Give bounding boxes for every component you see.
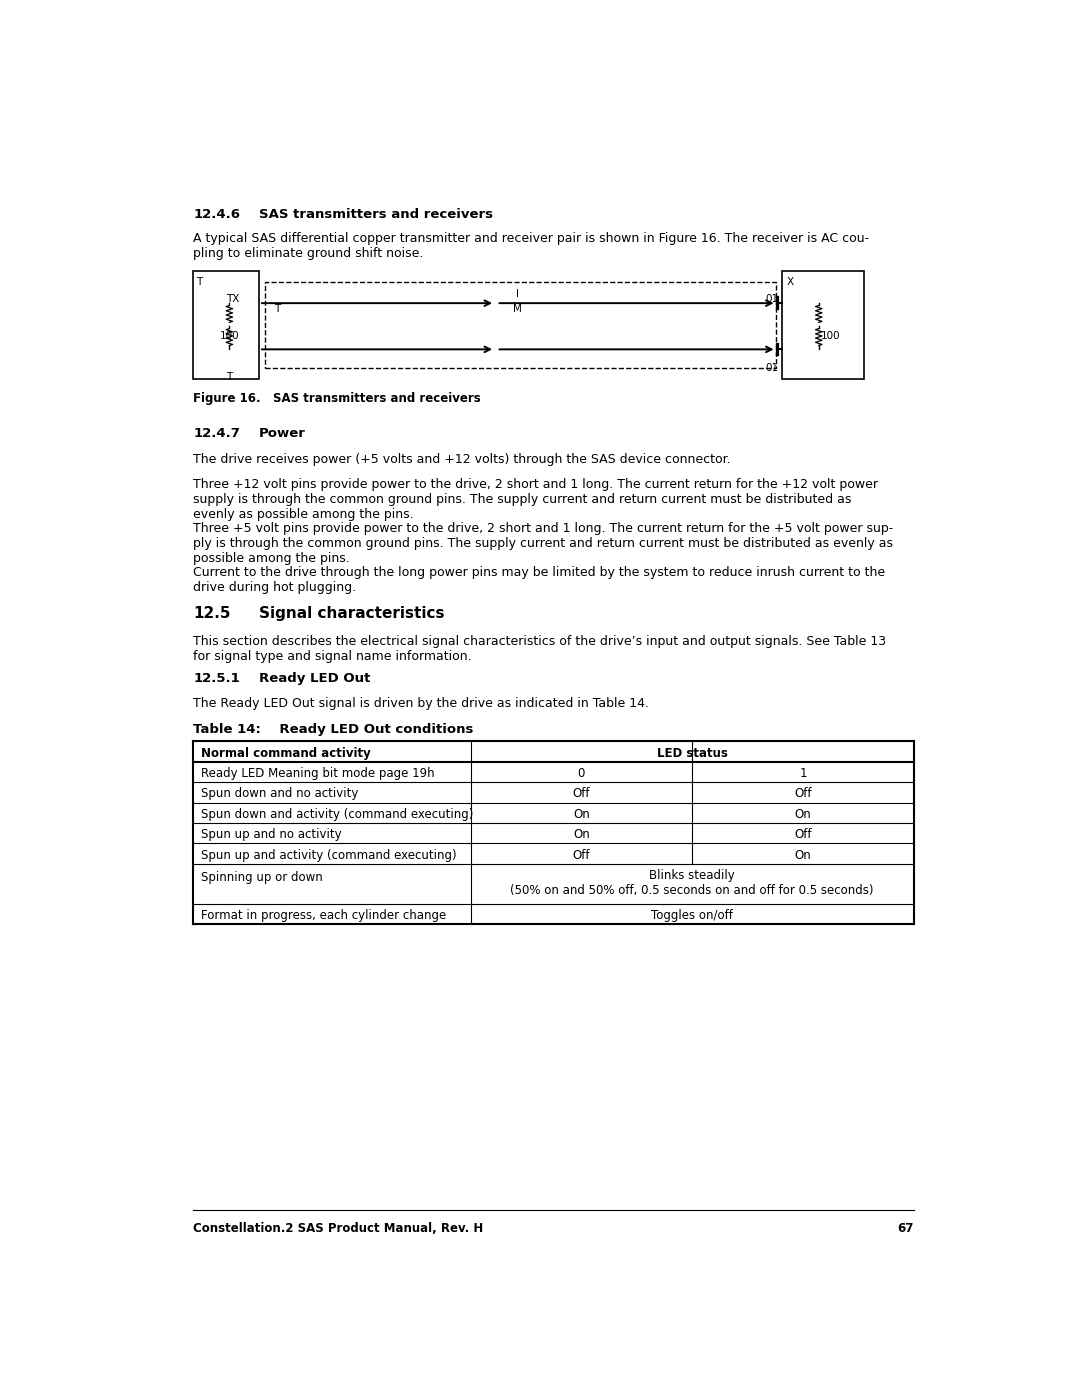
Bar: [193, 271, 259, 379]
Text: 01: 01: [765, 293, 779, 305]
Text: Power: Power: [259, 427, 306, 440]
Text: On: On: [795, 849, 811, 862]
Text: Off: Off: [794, 788, 812, 800]
Text: The Ready LED Out signal is driven by the drive as indicated in Table 14.: The Ready LED Out signal is driven by th…: [193, 697, 649, 711]
Text: LED status: LED status: [657, 746, 728, 760]
Text: (50% on and 50% off, 0.5 seconds on and off for 0.5 seconds): (50% on and 50% off, 0.5 seconds on and …: [511, 884, 874, 897]
Text: This section describes the electrical signal characteristics of the drive’s inpu: This section describes the electrical si…: [193, 636, 887, 664]
Text: Off: Off: [572, 788, 590, 800]
Text: Table 14:    Ready LED Out conditions: Table 14: Ready LED Out conditions: [193, 722, 473, 736]
Text: Figure 16.   SAS transmitters and receivers: Figure 16. SAS transmitters and receiver…: [193, 393, 481, 405]
Text: Three +12 volt pins provide power to the drive, 2 short and 1 long. The current : Three +12 volt pins provide power to the…: [193, 478, 878, 521]
Text: M: M: [513, 305, 522, 314]
Text: Blinks steadily: Blinks steadily: [649, 869, 735, 882]
Text: Constellation.2 SAS Product Manual, Rev. H: Constellation.2 SAS Product Manual, Rev.…: [193, 1222, 484, 1235]
Text: Off: Off: [794, 828, 812, 841]
Text: On: On: [795, 807, 811, 821]
Text: 12.4.6: 12.4.6: [193, 208, 240, 221]
Text: Ready LED Meaning bit mode page 19h: Ready LED Meaning bit mode page 19h: [201, 767, 434, 780]
Text: On: On: [573, 828, 590, 841]
Text: Off: Off: [572, 849, 590, 862]
Text: 1: 1: [799, 767, 807, 780]
Text: 12.5.1: 12.5.1: [193, 672, 240, 685]
Text: Current to the drive through the long power pins may be limited by the system to: Current to the drive through the long po…: [193, 566, 886, 594]
Text: The drive receives power (+5 volts and +12 volts) through the SAS device connect: The drive receives power (+5 volts and +…: [193, 453, 731, 465]
Bar: [782, 271, 864, 379]
Text: 100: 100: [220, 331, 240, 341]
Text: Toggles on/off: Toggles on/off: [651, 909, 733, 922]
Text: T: T: [226, 373, 232, 383]
Text: Spinning up or down: Spinning up or down: [201, 870, 323, 884]
Text: SAS transmitters and receivers: SAS transmitters and receivers: [259, 208, 492, 221]
Text: I: I: [516, 289, 518, 299]
Text: Spun down and activity (command executing): Spun down and activity (command executin…: [201, 807, 473, 821]
Text: 01: 01: [765, 363, 779, 373]
Text: Spun up and no activity: Spun up and no activity: [201, 828, 341, 841]
Text: Normal command activity: Normal command activity: [201, 746, 370, 760]
Text: 0: 0: [578, 767, 585, 780]
Text: Three +5 volt pins provide power to the drive, 2 short and 1 long. The current r: Three +5 volt pins provide power to the …: [193, 522, 893, 564]
Text: On: On: [573, 807, 590, 821]
Text: 100: 100: [821, 331, 840, 341]
Text: Spun up and activity (command executing): Spun up and activity (command executing): [201, 849, 457, 862]
Text: 12.5: 12.5: [193, 606, 231, 620]
Text: TX: TX: [226, 293, 240, 305]
Text: 67: 67: [897, 1222, 914, 1235]
Text: Format in progress, each cylinder change: Format in progress, each cylinder change: [201, 909, 446, 922]
Text: 12.4.7: 12.4.7: [193, 427, 240, 440]
Text: A typical SAS differential copper transmitter and receiver pair is shown in Figu: A typical SAS differential copper transm…: [193, 232, 869, 260]
Text: Signal characteristics: Signal characteristics: [259, 606, 445, 620]
Text: X: X: [786, 277, 794, 286]
Text: T: T: [197, 277, 202, 286]
Text: T: T: [274, 305, 281, 314]
Text: Spun down and no activity: Spun down and no activity: [201, 788, 359, 800]
Text: Ready LED Out: Ready LED Out: [259, 672, 370, 685]
Bar: [266, 282, 775, 367]
